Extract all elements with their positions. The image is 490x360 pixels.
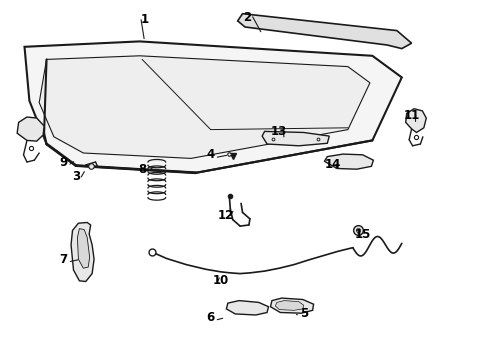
Text: 9: 9: [60, 156, 68, 169]
Text: 12: 12: [217, 209, 234, 222]
Text: 13: 13: [271, 125, 288, 138]
Text: 10: 10: [212, 274, 229, 287]
Text: 15: 15: [354, 228, 371, 240]
Text: 1: 1: [141, 13, 148, 26]
Polygon shape: [39, 56, 370, 158]
Polygon shape: [270, 298, 314, 313]
Polygon shape: [238, 14, 412, 49]
Polygon shape: [275, 301, 304, 310]
Polygon shape: [17, 117, 44, 141]
Text: 8: 8: [138, 163, 146, 176]
Polygon shape: [24, 41, 402, 173]
Polygon shape: [324, 154, 373, 169]
Text: 11: 11: [403, 109, 420, 122]
Text: 5: 5: [300, 307, 308, 320]
Polygon shape: [71, 222, 94, 282]
Text: 3: 3: [72, 170, 80, 183]
Text: 7: 7: [60, 253, 68, 266]
Text: 2: 2: [244, 11, 251, 24]
Text: 14: 14: [325, 158, 342, 171]
Text: 4: 4: [207, 148, 215, 161]
Polygon shape: [406, 109, 426, 132]
Polygon shape: [226, 301, 269, 315]
Polygon shape: [262, 131, 329, 146]
Text: 6: 6: [207, 311, 215, 324]
Polygon shape: [77, 229, 90, 268]
